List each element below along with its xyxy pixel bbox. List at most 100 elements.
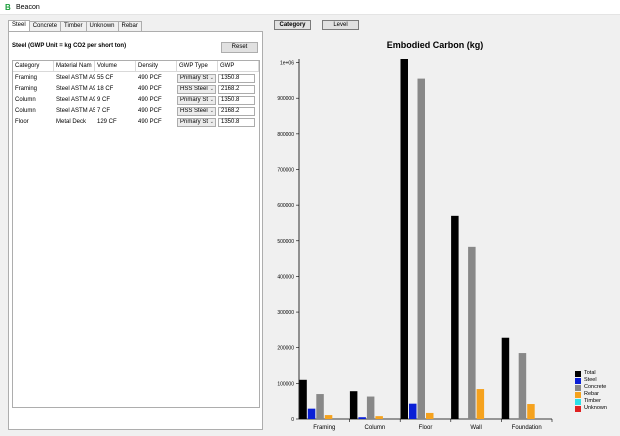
legend-label: Rebar — [584, 391, 599, 397]
bar-concrete-wall — [468, 246, 476, 419]
x-tick-label: Foundation — [512, 425, 542, 431]
tab-rebar[interactable]: Rebar — [117, 21, 142, 31]
chevron-down-icon: ⌄ — [209, 86, 214, 92]
gwp-input[interactable]: 2168.2 — [218, 107, 255, 116]
cell-density: 490 PCF — [138, 86, 162, 92]
gwp-input[interactable]: 1350.8 — [218, 96, 255, 105]
category-view-button[interactable]: Category — [274, 20, 311, 30]
cell-volume: 9 CF — [97, 97, 111, 103]
legend-item: Total — [575, 370, 607, 377]
gwp-type-value: Primary St — [180, 119, 209, 125]
legend-swatch — [575, 391, 581, 398]
table-row: Column Steel ASTM A5 7 CF 490 PCF HSS St… — [13, 106, 259, 117]
bar-rebar-foundation — [527, 404, 535, 419]
gwp-type-select[interactable]: HSS Steel ⌄ — [177, 107, 216, 116]
reset-button[interactable]: Reset — [221, 42, 258, 53]
bar-total-floor — [400, 59, 408, 419]
column-header-category[interactable]: Category — [13, 61, 54, 72]
legend-item: Concrete — [575, 384, 607, 391]
bar-total-framing — [299, 379, 307, 419]
legend-label: Timber — [584, 398, 601, 404]
bar-concrete-floor — [417, 78, 425, 420]
y-tick-label: 200000 — [277, 346, 294, 352]
bar-total-column — [349, 391, 358, 419]
chevron-down-icon: ⌄ — [209, 75, 214, 81]
bar-rebar-column — [375, 416, 383, 419]
y-tick-label: 600000 — [277, 203, 294, 209]
window-title: Beacon — [16, 4, 40, 11]
material-tabs: Steel Concrete Timber Unknown Rebar — [8, 20, 142, 31]
gwp-type-value: HSS Steel — [180, 86, 208, 92]
beacon-logo-icon: B — [5, 3, 11, 12]
legend-swatch — [575, 398, 581, 405]
gwp-type-select[interactable]: HSS Steel ⌄ — [177, 85, 216, 94]
x-tick-label: Column — [365, 425, 386, 431]
gwp-type-select[interactable]: Primary St ⌄ — [177, 74, 216, 83]
cell-density: 490 PCF — [138, 119, 162, 125]
tab-concrete[interactable]: Concrete — [28, 21, 62, 31]
cell-material: Steel ASTM A9 — [56, 97, 95, 103]
table-row: Framing Steel ASTM A9 18 CF 490 PCF HSS … — [13, 84, 259, 95]
y-tick-label: 100000 — [277, 381, 294, 387]
chevron-down-icon: ⌄ — [209, 97, 214, 103]
x-tick-label: Wall — [470, 425, 481, 431]
chart-title: Embodied Carbon (kg) — [386, 40, 484, 50]
legend-item: Unknown — [575, 405, 607, 412]
bar-steel-framing — [307, 408, 316, 419]
cell-volume: 55 CF — [97, 75, 114, 81]
tab-steel[interactable]: Steel — [8, 20, 30, 31]
column-header-gwp[interactable]: GWP — [218, 61, 259, 72]
legend-swatch — [575, 405, 581, 412]
y-tick-label: 0 — [291, 417, 294, 423]
bar-rebar-framing — [324, 415, 333, 419]
gwp-input[interactable]: 2168.2 — [218, 85, 255, 94]
grid-header-row: Category Material Nam Volume Density GWP… — [13, 61, 259, 72]
cell-volume: 7 CF — [97, 108, 111, 114]
bar-concrete-framing — [316, 394, 324, 419]
bar-concrete-foundation — [518, 353, 527, 419]
gwp-type-value: Primary St — [180, 97, 209, 103]
cell-density: 490 PCF — [138, 97, 162, 103]
y-tick-label: 900000 — [277, 96, 294, 102]
y-tick-label: 500000 — [277, 239, 294, 245]
y-tick-label: 1e+06 — [280, 61, 294, 67]
column-header-volume[interactable]: Volume — [95, 61, 136, 72]
cell-category: Column — [15, 108, 36, 114]
cell-material: Metal Deck — [56, 119, 87, 125]
y-tick-label: 700000 — [277, 167, 294, 173]
y-tick-label: 300000 — [277, 310, 294, 316]
gwp-type-value: Primary St — [180, 75, 209, 81]
column-header-density[interactable]: Density — [136, 61, 177, 72]
tab-timber[interactable]: Timber — [60, 21, 87, 31]
legend-item: Rebar — [575, 391, 607, 398]
gwp-type-select[interactable]: Primary St ⌄ — [177, 118, 216, 127]
gwp-input[interactable]: 1350.8 — [218, 118, 255, 127]
title-bar: B Beacon — [0, 0, 620, 15]
cell-category: Column — [15, 97, 36, 103]
legend-label: Steel — [584, 377, 597, 383]
legend-label: Unknown — [584, 405, 607, 411]
column-header-material[interactable]: Material Nam — [54, 61, 95, 72]
bar-concrete-column — [366, 396, 375, 419]
legend-item: Steel — [575, 377, 607, 384]
cell-volume: 18 CF — [97, 86, 114, 92]
table-row: Floor Metal Deck 129 CF 490 PCF Primary … — [13, 117, 259, 128]
chart-legend: Total Steel Concrete Rebar Timber Unknow… — [575, 370, 607, 412]
chevron-down-icon: ⌄ — [209, 119, 214, 125]
bar-rebar-floor — [426, 412, 434, 419]
bar-steel-floor — [409, 403, 417, 419]
table-row: Framing Steel ASTM A9 55 CF 490 PCF Prim… — [13, 73, 259, 84]
gwp-type-select[interactable]: Primary St ⌄ — [177, 96, 216, 105]
column-header-gwp-type[interactable]: GWP Type — [177, 61, 218, 72]
legend-label: Total — [584, 370, 596, 376]
gwp-input[interactable]: 1350.8 — [218, 74, 255, 83]
cell-density: 490 PCF — [138, 75, 162, 81]
y-tick-label: 800000 — [277, 132, 294, 138]
legend-item: Timber — [575, 398, 607, 405]
cell-category: Framing — [15, 86, 38, 92]
cell-category: Floor — [15, 119, 29, 125]
level-view-button[interactable]: Level — [322, 20, 359, 30]
cell-density: 490 PCF — [138, 108, 162, 114]
steel-tab-panel: Steel (GWP Unit = kg CO2 per short ton) … — [8, 31, 263, 430]
tab-unknown[interactable]: Unknown — [85, 21, 119, 31]
